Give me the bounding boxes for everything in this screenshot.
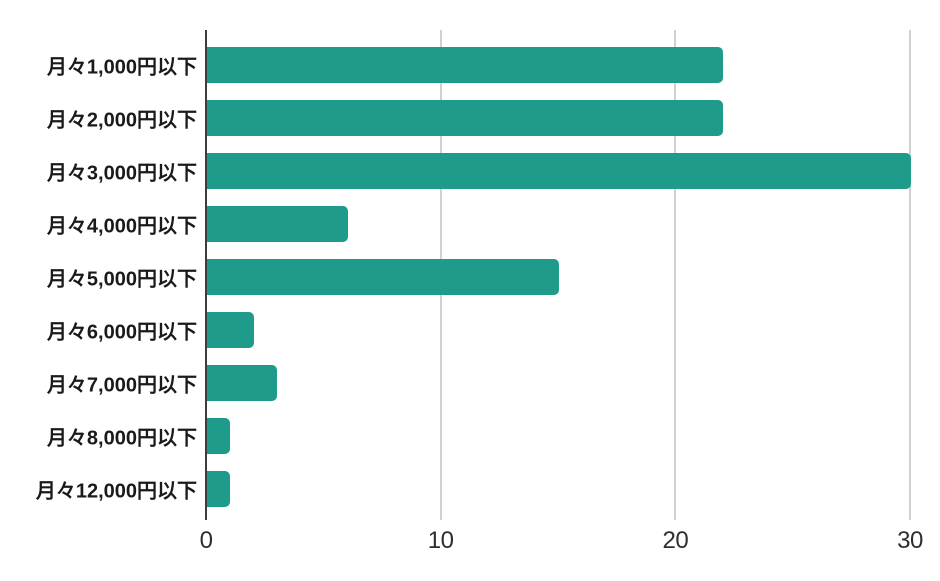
x-tick-label: 20	[662, 527, 689, 554]
category-label: 月々4,000円以下	[46, 215, 197, 238]
category-label: 月々6,000円以下	[46, 321, 197, 344]
x-tick-label: 0	[199, 527, 213, 554]
category-label: 月々1,000円以下	[46, 56, 197, 79]
y-axis-line	[205, 30, 207, 520]
bar	[207, 365, 278, 401]
bar	[207, 312, 254, 348]
category-label: 月々12,000円以下	[35, 480, 197, 503]
category-label: 月々8,000円以下	[46, 427, 197, 450]
x-tick-label: 30	[897, 527, 923, 554]
category-label: 月々3,000円以下	[46, 162, 197, 185]
bar	[207, 259, 559, 295]
gridline	[674, 30, 677, 520]
bar	[207, 47, 724, 83]
category-label: 月々2,000円以下	[46, 109, 197, 132]
bar	[207, 418, 231, 454]
category-label: 月々5,000円以下	[46, 268, 197, 291]
category-label: 月々7,000円以下	[46, 374, 197, 397]
x-tick-label: 10	[427, 527, 454, 554]
bar	[207, 206, 348, 242]
bar	[207, 471, 231, 507]
bar	[207, 100, 724, 136]
bar	[207, 153, 911, 189]
gridline	[909, 30, 911, 520]
